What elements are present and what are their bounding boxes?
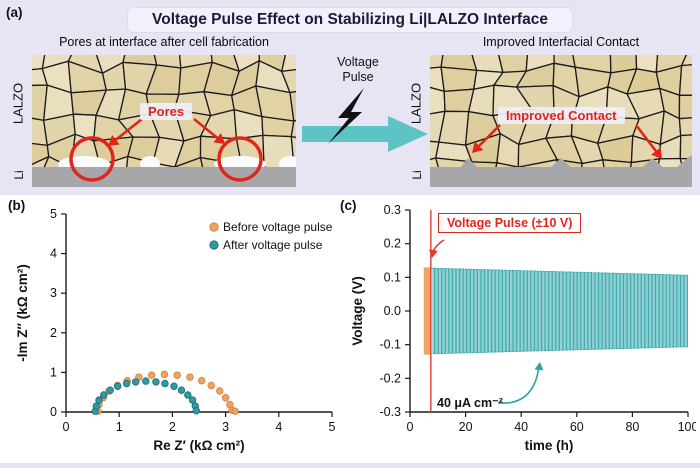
svg-text:0.3: 0.3 <box>384 203 401 217</box>
panel-b-label: (b) <box>8 198 26 213</box>
svg-text:4: 4 <box>275 420 282 434</box>
voltage-pulse-text: Voltage Pulse <box>326 55 390 85</box>
svg-text:-0.2: -0.2 <box>379 371 401 385</box>
right-block-arrow-icon <box>302 116 428 152</box>
svg-text:Before voltage pulse: Before voltage pulse <box>223 220 333 234</box>
svg-text:3: 3 <box>50 286 57 300</box>
svg-text:20: 20 <box>459 420 473 434</box>
svg-text:40: 40 <box>514 420 528 434</box>
svg-text:5: 5 <box>50 207 57 221</box>
voltage-time-plot: 0 20 40 60 80 100 0.3 0.2 0.1 0.0 -0.1 -0.2 -0.3 time… <box>350 203 696 453</box>
voltage-pulse-callout: Voltage Pulse (±10 V) <box>438 213 582 233</box>
svg-text:5: 5 <box>329 420 336 434</box>
svg-text:2: 2 <box>169 420 176 434</box>
panel-a-label: (a) <box>6 5 23 20</box>
svg-text:2: 2 <box>50 326 57 340</box>
svg-text:Voltage (V): Voltage (V) <box>350 276 365 346</box>
right-li-label: Li <box>410 170 424 180</box>
svg-text:1: 1 <box>116 420 123 434</box>
lightning-bolt-icon <box>328 88 364 144</box>
svg-text:After voltage pulse: After voltage pulse <box>223 238 323 252</box>
svg-text:100: 100 <box>678 420 696 434</box>
svg-text:4: 4 <box>50 247 57 261</box>
voltage-pulse-line1: Voltage <box>337 55 379 69</box>
before-caption: Pores at interface after cell fabricatio… <box>59 35 269 49</box>
improved-contact-annotation: Improved Contact <box>498 107 625 124</box>
current-density-callout: 40 μA cm⁻² <box>437 396 503 410</box>
voltage-pulse-line2: Pulse <box>342 70 374 84</box>
svg-text:0.1: 0.1 <box>384 270 401 284</box>
figure-title: Voltage Pulse Effect on Stabilizing Li|L… <box>127 7 573 33</box>
pores-annotation: Pores <box>140 103 193 120</box>
pulse-arrow-graphic <box>302 88 428 152</box>
svg-text:0: 0 <box>50 405 57 419</box>
svg-text:60: 60 <box>570 420 584 434</box>
svg-text:Re Z′ (kΩ cm²): Re Z′ (kΩ cm²) <box>153 438 244 453</box>
svg-text:0.2: 0.2 <box>384 237 401 251</box>
svg-text:-0.1: -0.1 <box>379 338 401 352</box>
svg-text:-Im Z″ (kΩ cm²): -Im Z″ (kΩ cm²) <box>15 264 30 362</box>
right-lalzo-label: LALZO <box>408 82 424 125</box>
left-lalzo-label: LALZO <box>10 82 26 125</box>
panel-c-label: (c) <box>340 198 357 213</box>
svg-text:0: 0 <box>407 420 414 434</box>
svg-text:time (h): time (h) <box>525 438 574 453</box>
svg-text:1: 1 <box>50 365 57 379</box>
svg-text:3: 3 <box>222 420 229 434</box>
svg-text:-0.3: -0.3 <box>379 405 401 419</box>
left-li-label: Li <box>12 170 26 180</box>
svg-text:0: 0 <box>63 420 70 434</box>
svg-text:80: 80 <box>625 420 639 434</box>
svg-text:0.0: 0.0 <box>384 304 401 318</box>
nyquist-plot: 0 1 2 3 4 5 0 1 2 3 4 5 Re Z′ (kΩ cm²) -Im Z″ (kΩ cm²… <box>15 207 336 453</box>
after-caption: Improved Interfacial Contact <box>482 35 640 49</box>
schematic-before-pulse <box>32 55 296 187</box>
